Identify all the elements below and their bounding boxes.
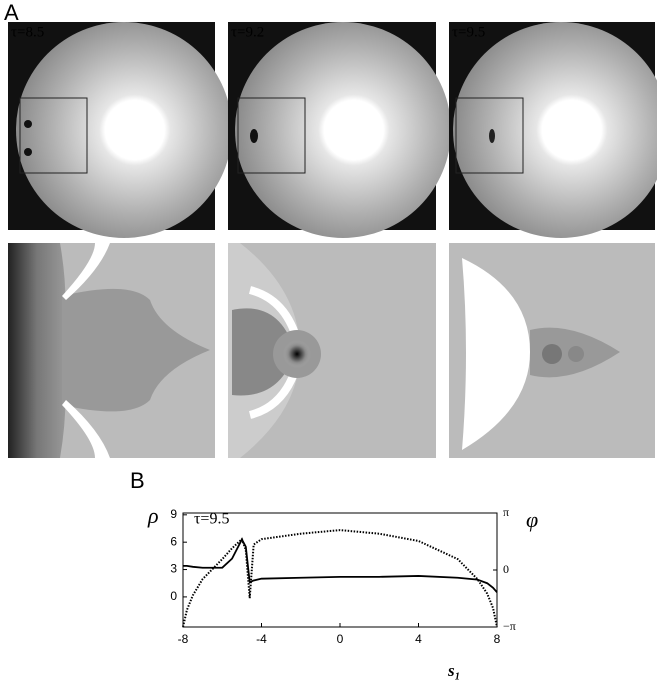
frame-label: τ=9.2 <box>231 24 264 40</box>
panel-label: A <box>4 0 19 25</box>
y-tick-label: 6 <box>170 534 177 548</box>
y2-tick-label: −π <box>503 619 516 633</box>
y-tick-label: 0 <box>170 589 177 603</box>
frame-label: τ=8.5 <box>11 24 44 40</box>
y2-tick-label: 0 <box>503 562 509 576</box>
y-tick-label: 9 <box>170 507 177 521</box>
frames: τ=8.5 τ=9.2 τ=9.5 <box>8 22 657 458</box>
frame: τ=8.5 <box>8 22 232 458</box>
figure: A τ=8.5 τ=9.2 <box>0 0 657 691</box>
line <box>183 530 497 627</box>
panel-label: B <box>130 468 145 493</box>
frame-label: τ=9.5 <box>452 24 485 40</box>
y-tick-label: 3 <box>170 562 177 576</box>
x-tick-label: 0 <box>337 632 344 646</box>
x-tick-label: 4 <box>415 632 422 646</box>
y2-tick-label: π <box>503 505 509 519</box>
frame: τ=9.5 <box>449 22 657 458</box>
frame: τ=9.2 <box>228 22 451 458</box>
x-tick-label: -8 <box>178 632 189 646</box>
y-axis-label: ρ <box>147 503 159 528</box>
x-axis-label: s₁ <box>447 661 461 680</box>
line <box>183 539 497 592</box>
x-tick-label: 8 <box>494 632 501 646</box>
y2-axis-label: φ <box>526 507 538 532</box>
x-tick-label: -4 <box>256 632 267 646</box>
